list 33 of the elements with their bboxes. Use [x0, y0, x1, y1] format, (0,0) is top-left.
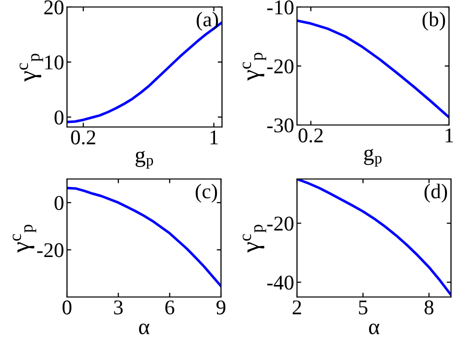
y-tick-label: -30 [267, 118, 294, 132]
y-tick-label: -10 [267, 0, 294, 14]
x-axis-title: α [369, 324, 380, 334]
x-tick-label: 9 [216, 300, 226, 314]
y-tick-label: -20 [267, 216, 294, 231]
annotation: (a) [196, 12, 218, 31]
x-tick-label: 1 [210, 130, 218, 144]
x-tick-label: 3 [114, 300, 123, 314]
x-tick-label: 6 [165, 300, 174, 314]
annotation: (b) [422, 12, 446, 31]
annotation: (c) [196, 184, 218, 203]
x-tick-label: 8 [424, 300, 434, 314]
x-tick-label: 5 [359, 300, 368, 314]
y-axis-title: γ$^{c}$$_{p}$ [20, 54, 44, 82]
y-tick-label: 20 [44, 0, 64, 14]
y-tick-label: -20 [267, 59, 294, 74]
y-tick-label: 10 [45, 55, 64, 70]
y-tick-label: 0 [54, 110, 64, 125]
annotation: (d) [424, 184, 448, 203]
y-tick-label: -40 [267, 276, 294, 290]
x-axis-title: α [139, 324, 150, 334]
y-axis-title: γ$^{c}$$_{p}$ [242, 52, 266, 81]
y-tick-label: 0 [54, 196, 64, 210]
x-tick-label: 2 [292, 300, 302, 314]
line-series [297, 179, 451, 296]
y-tick-label: -20 [37, 243, 64, 258]
x-tick-label: 1 [446, 128, 453, 142]
y-axis-title: γ$^{c}$$_{p}$ [242, 224, 266, 253]
x-tick-label: 0.2 [71, 130, 96, 145]
x-axis-title: g$_{p}$ [136, 150, 154, 169]
x-axis-title: g$_{p}$ [364, 148, 382, 167]
y-axis-title: γ$^{c}$$_{p}$ [12, 224, 36, 253]
x-tick-label: 0.2 [298, 128, 323, 143]
